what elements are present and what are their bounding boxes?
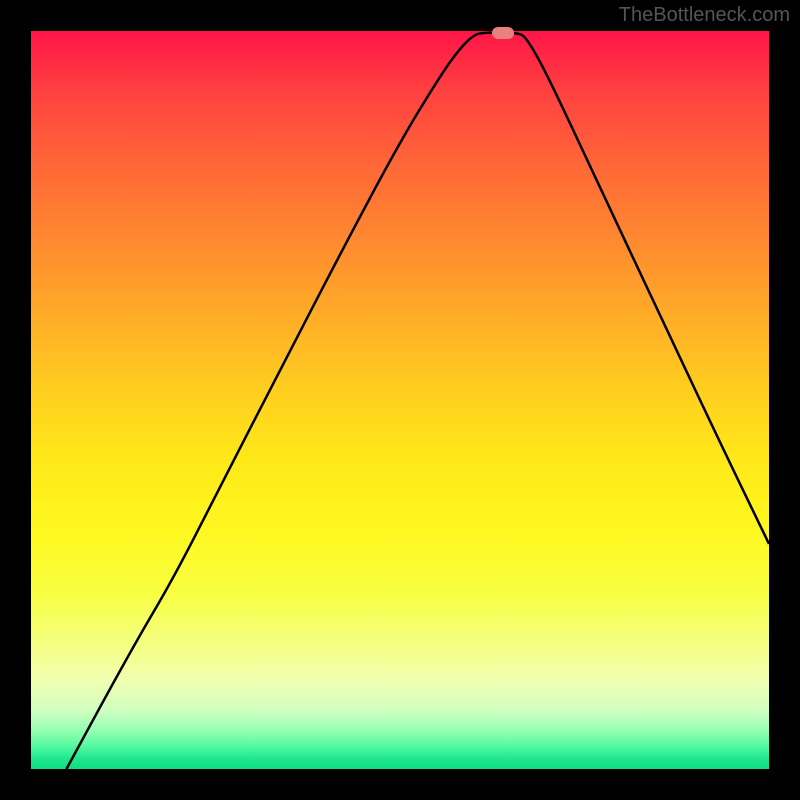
chart-line [31, 31, 769, 769]
watermark-text: TheBottleneck.com [619, 4, 790, 27]
chart-curve-path [66, 32, 769, 769]
optimal-marker [492, 27, 514, 39]
bottleneck-chart [31, 31, 769, 769]
